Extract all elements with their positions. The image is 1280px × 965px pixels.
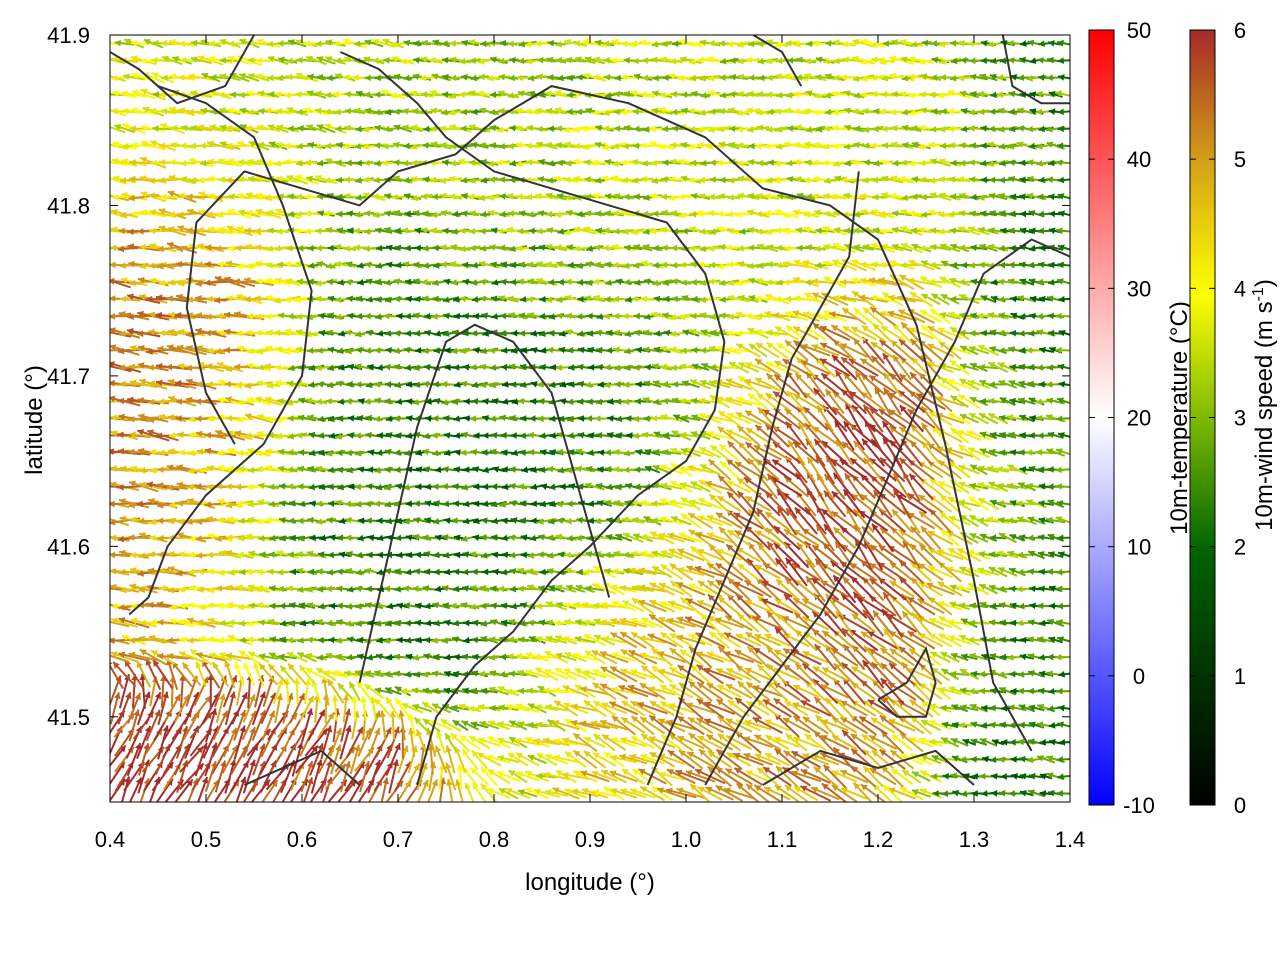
wind-vector-head bbox=[100, 498, 107, 505]
wind-vector-head bbox=[100, 380, 106, 387]
wind-vector-head bbox=[99, 450, 106, 457]
wind-vector-head bbox=[99, 414, 105, 421]
wind-vector-head bbox=[99, 585, 105, 592]
wind-vector-head bbox=[98, 483, 104, 490]
wind-vector-head bbox=[100, 651, 107, 657]
wind-vector-head bbox=[98, 432, 104, 439]
wind-vector-head bbox=[99, 600, 106, 606]
wind-vector-head bbox=[101, 398, 107, 405]
wind-vector-head bbox=[100, 466, 106, 473]
wind-vector-head bbox=[100, 551, 106, 558]
wind-vector-head bbox=[100, 618, 107, 625]
wind-vector-head bbox=[100, 635, 107, 642]
wind-vector-head bbox=[101, 515, 108, 521]
wind-vector-head bbox=[101, 567, 108, 574]
wind-vector-head bbox=[100, 533, 107, 540]
